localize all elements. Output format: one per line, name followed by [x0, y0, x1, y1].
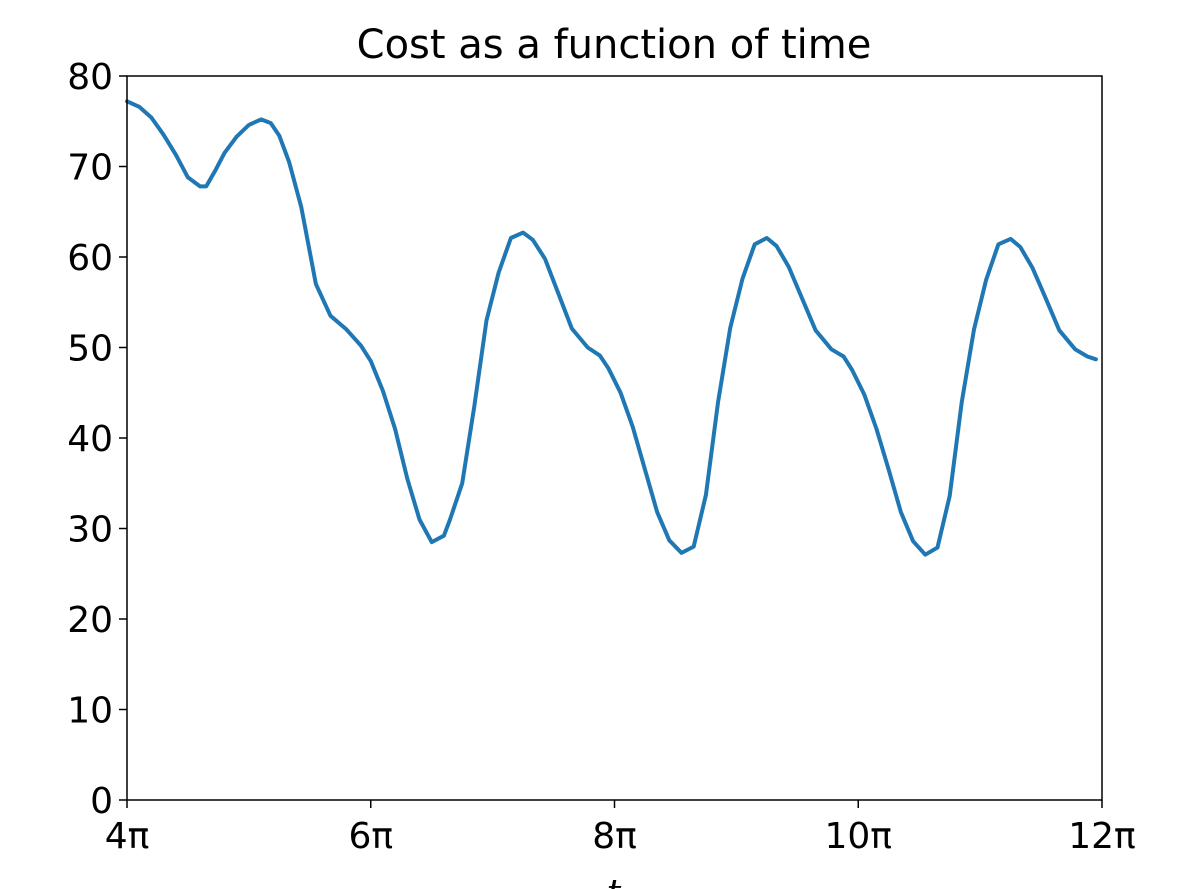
y-tick-label: 50	[67, 329, 113, 370]
x-axis-label: t	[607, 873, 622, 889]
x-tick-label: 8π	[592, 816, 637, 857]
x-tick-label: 4π	[105, 816, 150, 857]
y-tick-label: 80	[67, 57, 113, 98]
x-tick-label: 6π	[348, 816, 393, 857]
y-tick-label: 30	[67, 510, 113, 551]
y-tick-label: 0	[90, 781, 113, 822]
y-axis-ticks: 0 10 20 30 40 50 60 70 80	[67, 57, 127, 822]
y-tick-label: 40	[67, 419, 113, 460]
x-tick-label: 12π	[1068, 816, 1135, 857]
y-tick-label: 60	[67, 238, 113, 279]
x-axis-ticks: 4π 6π 8π 10π 12π	[105, 800, 1136, 857]
y-tick-label: 20	[67, 600, 113, 641]
y-tick-label: 10	[67, 691, 113, 732]
chart-title: Cost as a function of time	[357, 22, 872, 68]
plot-frame	[126, 75, 1103, 801]
x-tick-label: 10π	[825, 816, 892, 857]
series-line	[125, 99, 1098, 557]
y-tick-label: 70	[67, 148, 113, 189]
